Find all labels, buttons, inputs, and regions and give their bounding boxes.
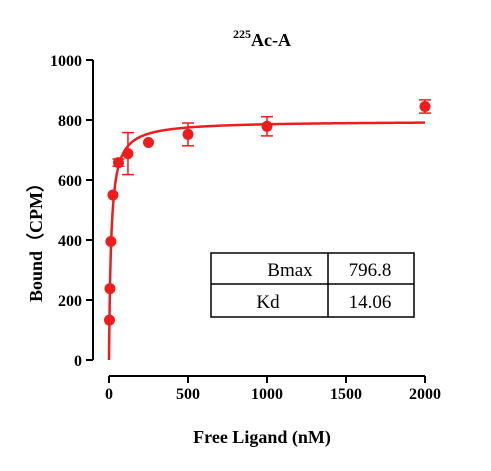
chart-title: 225Ac-A: [233, 27, 291, 50]
table-bmax-value: 796.8: [349, 260, 392, 281]
y-tick-label: 800: [58, 113, 82, 130]
parameter-table: Bmax 796.8 Kd 14.06: [210, 252, 415, 318]
title-main: Ac-A: [251, 30, 291, 50]
data-point: [143, 137, 154, 148]
y-ticks: 0 200 400 600 800 1000: [50, 53, 93, 370]
x-tick-label: 1000: [251, 386, 283, 403]
data-point: [261, 120, 273, 132]
y-tick-label: 600: [58, 173, 82, 190]
axes: 0 500 1000 1500 2000 0 200 400 600 800 1000: [50, 53, 441, 403]
x-tick-label: 1500: [330, 386, 362, 403]
x-tick-label: 500: [176, 386, 200, 403]
data-point: [103, 314, 115, 326]
title-superscript: 225: [233, 27, 251, 41]
y-axis-label: Bound（CPM）: [26, 174, 46, 302]
fit-curve: [107, 121, 426, 360]
x-ticks: 0 500 1000 1500 2000: [105, 376, 441, 403]
y-tick-label: 400: [58, 233, 82, 250]
y-tick-label: 0: [74, 353, 82, 370]
data-point: [122, 148, 134, 160]
y-tick-label: 1000: [50, 53, 82, 70]
x-tick-label: 0: [105, 386, 113, 403]
x-axis-label: Free Ligand (nM): [193, 427, 331, 448]
data-point: [182, 128, 194, 140]
data-point: [105, 236, 117, 247]
data-point: [107, 189, 119, 201]
y-tick-label: 200: [58, 293, 82, 310]
data-points: [103, 99, 431, 326]
data-point: [104, 283, 116, 295]
table-kd-value: 14.06: [349, 292, 392, 313]
table-kd-label: Kd: [256, 292, 280, 313]
x-tick-label: 2000: [409, 386, 441, 403]
table-bmax-label: Bmax: [267, 260, 313, 281]
table-border: [210, 252, 415, 318]
data-point: [112, 157, 124, 169]
data-point: [419, 101, 431, 112]
